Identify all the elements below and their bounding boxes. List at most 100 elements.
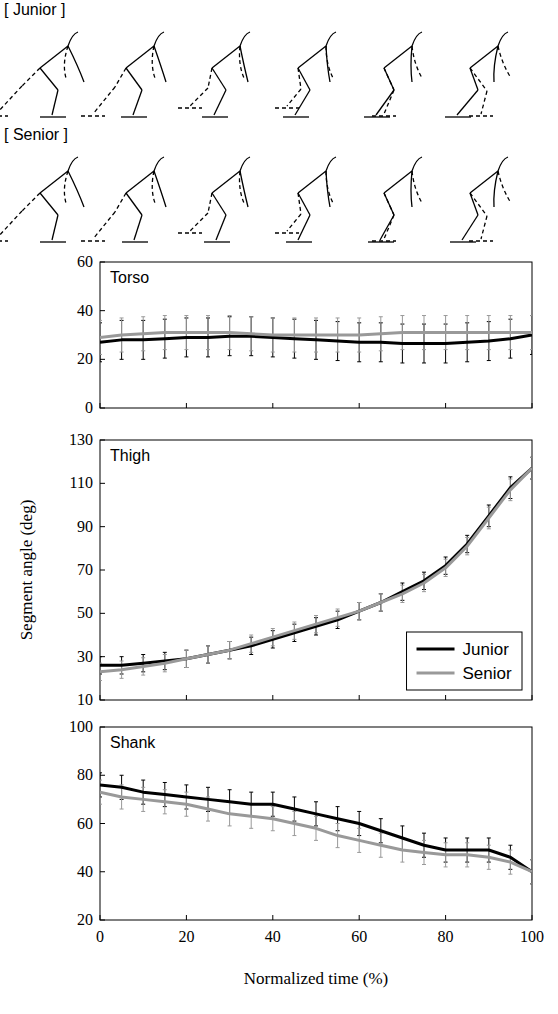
error-bar-cap bbox=[249, 654, 253, 655]
head-segment bbox=[498, 32, 508, 46]
error-bar-cap bbox=[163, 315, 167, 316]
leg-segment bbox=[470, 68, 478, 90]
head-segment bbox=[154, 157, 164, 171]
error-bar-cap bbox=[271, 317, 275, 318]
arm-segment bbox=[326, 46, 333, 78]
leg-segment bbox=[126, 68, 142, 90]
blade bbox=[81, 115, 105, 116]
error-bar-cap bbox=[400, 583, 404, 584]
error-bar-cap bbox=[249, 652, 253, 653]
error-bar-cap bbox=[120, 352, 124, 353]
error-bar-cap bbox=[336, 352, 340, 353]
leg-segment bbox=[298, 193, 310, 215]
error-bar-cap bbox=[271, 806, 275, 807]
error-bar-cap bbox=[336, 317, 340, 318]
y-tick bbox=[100, 359, 105, 360]
leg-segment bbox=[216, 215, 226, 240]
error-bar-cap bbox=[465, 535, 469, 536]
leg-segment bbox=[384, 215, 394, 239]
arm-segment bbox=[68, 46, 84, 82]
error-bar-cap bbox=[336, 360, 340, 361]
arm-segment bbox=[411, 171, 412, 207]
error-bar-cap bbox=[249, 792, 253, 793]
y-tick bbox=[100, 310, 105, 311]
error-bar-cap bbox=[184, 650, 188, 651]
leg-segment bbox=[298, 68, 310, 90]
error-bar-cap bbox=[379, 611, 383, 612]
blade bbox=[204, 241, 230, 242]
torso-segment bbox=[212, 171, 240, 193]
error-bar-cap bbox=[292, 796, 296, 797]
x-tick bbox=[532, 915, 533, 920]
error-bar-cap bbox=[184, 356, 188, 357]
legend-box bbox=[407, 632, 522, 690]
error-bar-cap bbox=[163, 782, 167, 783]
error-bar-cap bbox=[336, 806, 340, 807]
error-bar-cap bbox=[292, 358, 296, 359]
leg-segment bbox=[22, 193, 40, 211]
arm-segment bbox=[64, 171, 68, 203]
leg-segment bbox=[298, 68, 301, 89]
error-bar-cap bbox=[379, 593, 383, 594]
error-bar-cap bbox=[271, 648, 275, 649]
x-tick bbox=[359, 915, 360, 920]
error-bar-cap bbox=[141, 359, 145, 360]
blade bbox=[121, 116, 147, 117]
error-bar-cap bbox=[120, 359, 124, 360]
error-bar-cap bbox=[228, 658, 232, 659]
x-tick-label: 80 bbox=[438, 928, 454, 945]
arm-segment bbox=[240, 171, 248, 207]
skater-figure bbox=[178, 157, 250, 242]
error-bar-cap bbox=[314, 635, 318, 636]
error-bar-cap bbox=[100, 361, 102, 362]
error-bar-cap bbox=[228, 315, 232, 316]
arm-segment bbox=[412, 171, 422, 203]
leg-segment bbox=[295, 90, 310, 115]
legend-swatch bbox=[417, 648, 455, 651]
error-bar-cap bbox=[163, 358, 167, 359]
error-bar-cap bbox=[422, 315, 426, 316]
error-bar-cap bbox=[249, 316, 253, 317]
error-bar-cap bbox=[530, 354, 532, 355]
arm-segment bbox=[326, 171, 333, 203]
error-bar-cap bbox=[120, 656, 124, 657]
arm-segment bbox=[152, 171, 155, 203]
error-bar-cap bbox=[444, 837, 448, 838]
y-tick-label: 30 bbox=[77, 648, 93, 665]
y-tick-label: 60 bbox=[77, 815, 93, 832]
leg-segment bbox=[208, 193, 212, 213]
error-bar-cap bbox=[444, 866, 448, 867]
blade bbox=[372, 115, 396, 116]
head-segment bbox=[240, 157, 250, 171]
leg-segment bbox=[462, 215, 478, 240]
head-segment bbox=[154, 32, 164, 46]
error-bar-cap bbox=[336, 609, 340, 610]
error-bar-cap bbox=[487, 349, 491, 350]
error-bar-cap bbox=[314, 840, 318, 841]
arm-segment bbox=[240, 46, 245, 78]
blade bbox=[40, 241, 66, 242]
leg-segment bbox=[212, 193, 226, 215]
arm-segment bbox=[154, 46, 166, 82]
x-tick-label: 0 bbox=[96, 928, 104, 945]
error-bar-cap bbox=[228, 825, 232, 826]
skater-figure bbox=[178, 32, 250, 117]
error-bar-cap bbox=[249, 355, 253, 356]
panel-title: Torso bbox=[110, 269, 149, 286]
error-bar-cap bbox=[336, 823, 340, 824]
blade bbox=[122, 241, 148, 242]
y-tick bbox=[100, 440, 105, 441]
leg-segment bbox=[212, 68, 226, 90]
x-tick bbox=[445, 915, 446, 920]
arm-segment bbox=[240, 46, 248, 82]
error-bar-cap bbox=[206, 663, 210, 664]
arm-segment bbox=[152, 46, 155, 78]
error-bar-cap bbox=[530, 859, 532, 860]
torso-segment bbox=[40, 46, 68, 68]
blade bbox=[178, 107, 202, 108]
error-bar-cap bbox=[444, 576, 448, 577]
error-bar-cap bbox=[141, 316, 145, 317]
error-bar-cap bbox=[141, 811, 145, 812]
error-bar-cap bbox=[314, 615, 318, 616]
error-bar-cap bbox=[100, 680, 102, 681]
